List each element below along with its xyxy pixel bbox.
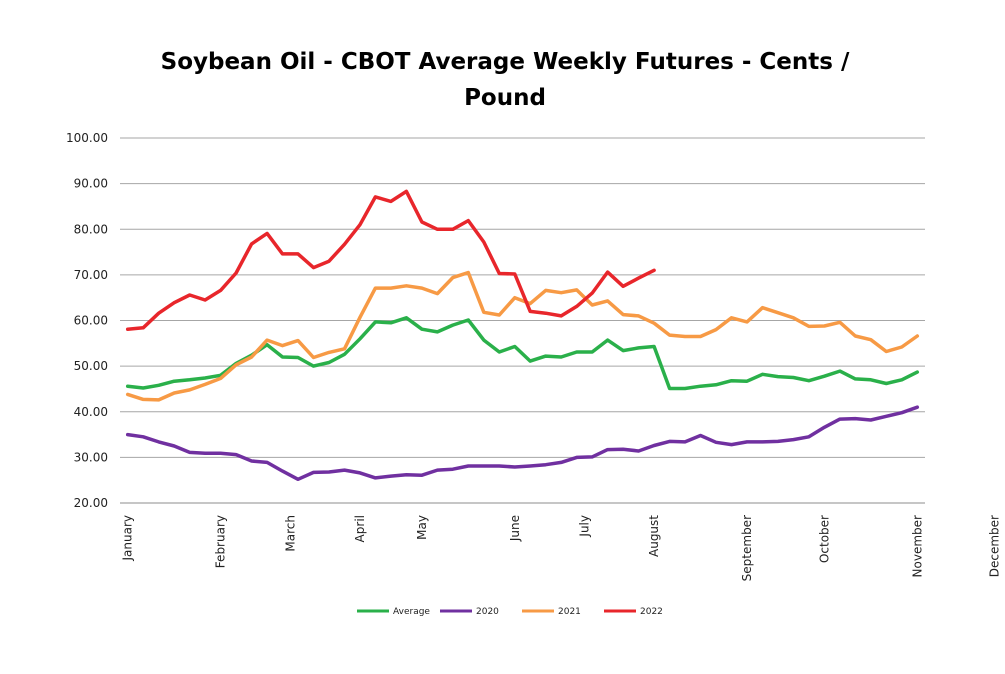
y-tick-label: 80.00 — [74, 222, 108, 236]
y-tick-label: 20.00 — [74, 496, 108, 510]
legend-label: Average — [393, 607, 430, 617]
series-line-average — [125, 316, 920, 391]
legend-label: 2020 — [476, 607, 499, 617]
legend: Average 2020 2021 2022 — [357, 607, 663, 617]
x-tick-label: December — [988, 515, 1002, 577]
x-tick-label: February — [214, 515, 228, 568]
y-tick-label: 40.00 — [74, 405, 108, 419]
x-tick-label: August — [647, 515, 661, 557]
legend-label: 2021 — [558, 607, 581, 617]
y-tick-label: 60.00 — [74, 314, 108, 328]
x-tick-label: June — [508, 515, 522, 542]
x-tick-label: September — [740, 515, 754, 581]
chart-title: Soybean Oil - CBOT Average Weekly Future… — [160, 49, 850, 111]
x-axis: January February March April May June July Augu… — [121, 515, 1002, 582]
y-axis: 20.00 30.00 40.00 50.00 60.00 70.00 80.00 90.00… — [66, 131, 108, 510]
series-line-2021 — [125, 270, 920, 402]
series-lines — [125, 189, 920, 482]
x-tick-label: October — [817, 515, 831, 563]
y-tick-label: 70.00 — [74, 268, 108, 282]
series-line-2022 — [125, 189, 656, 331]
legend-label: 2022 — [640, 607, 663, 617]
gridlines — [120, 137, 925, 504]
x-tick-label: May — [415, 515, 429, 540]
y-tick-label: 30.00 — [74, 450, 108, 464]
x-tick-label: March — [283, 515, 297, 552]
y-tick-label: 90.00 — [74, 177, 108, 191]
y-tick-label: 100.00 — [66, 131, 108, 145]
x-tick-label: July — [577, 515, 591, 538]
x-tick-label: January — [121, 515, 135, 562]
x-tick-label: November — [910, 515, 924, 577]
y-tick-label: 50.00 — [74, 359, 108, 373]
series-line-2020 — [125, 405, 920, 482]
x-tick-label: April — [353, 515, 367, 542]
